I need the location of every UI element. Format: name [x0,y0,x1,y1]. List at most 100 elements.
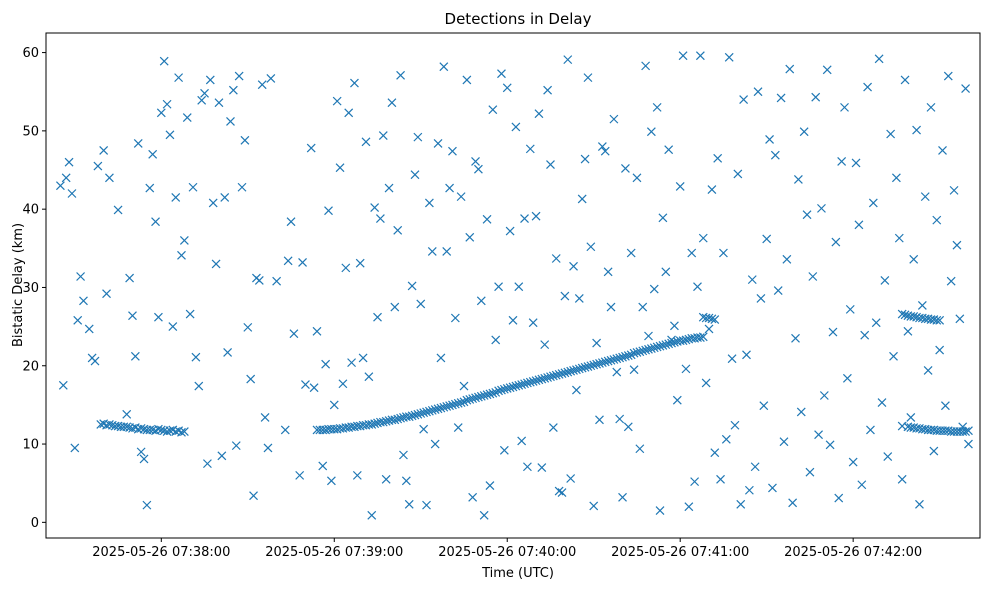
data-point [338,379,348,389]
data-point [182,113,192,122]
data-point [448,400,457,410]
data-point [782,254,792,264]
data-point [883,452,893,461]
data-point [652,102,662,112]
data-point [191,352,201,362]
data-point [560,368,570,378]
data-point [177,250,186,260]
data-point [442,247,452,256]
data-point [612,354,622,364]
chart-title: Detections in Delay [445,10,592,28]
data-point [548,371,558,381]
x-tick-label: 2025-05-26 07:40:00 [438,545,576,560]
data-point [814,430,823,440]
data-point [151,217,160,227]
data-point [943,71,953,81]
data-point [675,182,685,191]
data-point [130,351,140,361]
data-point [318,461,328,471]
data-point [736,499,746,509]
data-point [76,272,86,281]
data-point [667,338,676,348]
data-point [393,414,403,424]
data-point [517,436,527,446]
data-point [577,194,587,204]
data-point [886,129,896,139]
data-point [537,463,547,472]
data-point [439,402,449,412]
data-point [295,470,305,480]
data-point [465,232,475,242]
data-point [900,310,910,320]
data-point [525,144,535,154]
data-point [687,248,697,258]
data-point [511,122,521,132]
data-point [817,203,826,213]
data-point [739,95,749,104]
data-point [848,457,858,467]
data-point [358,353,368,363]
data-point [179,427,189,436]
data-point [667,335,676,345]
data-point [445,401,455,411]
data-point [546,160,555,169]
y-tick-label: 30 [22,281,39,296]
data-point [208,198,218,208]
data-point [203,459,212,469]
data-point [499,384,509,394]
data-point [609,114,619,124]
data-point [491,335,501,345]
x-tick-label: 2025-05-26 07:41:00 [611,545,749,560]
data-point [416,409,426,418]
data-point [949,185,959,195]
data-point [548,423,558,433]
data-point [514,282,524,292]
data-point [661,267,671,277]
data-point [765,135,774,144]
data-point [332,96,342,106]
data-point [249,491,258,501]
data-point [450,399,460,409]
data-point [99,146,109,155]
data-point [793,174,803,184]
data-point [698,233,708,243]
data-point [228,85,238,95]
y-axis-label: Bistatic Delay (km) [11,223,26,347]
data-point [511,381,521,391]
data-point [641,61,651,71]
data-point [156,425,166,435]
data-point [554,486,564,496]
data-point [574,364,584,374]
data-point [747,275,757,285]
data-point [929,446,939,456]
data-point [502,384,512,393]
data-point [684,502,694,512]
data-point [649,343,659,353]
data-point [681,335,691,345]
data-point [462,75,472,85]
data-point [615,353,625,363]
data-point [759,401,769,411]
data-point [73,315,83,325]
data-point [534,375,544,385]
data-point [413,409,423,419]
data-point [569,261,578,271]
data-point [597,358,607,368]
data-point [595,415,604,425]
data-point [840,102,849,112]
data-point [811,92,821,102]
data-point [543,85,553,95]
data-point [159,56,169,66]
data-point [433,138,443,148]
data-point [142,500,152,510]
data-point [266,73,276,83]
data-point [505,226,515,236]
data-point [177,427,186,437]
data-point [401,476,411,486]
data-point [693,282,702,292]
data-point [868,198,878,208]
data-point [488,388,498,398]
data-point [257,80,267,90]
data-point [938,146,947,155]
data-point [494,386,504,396]
